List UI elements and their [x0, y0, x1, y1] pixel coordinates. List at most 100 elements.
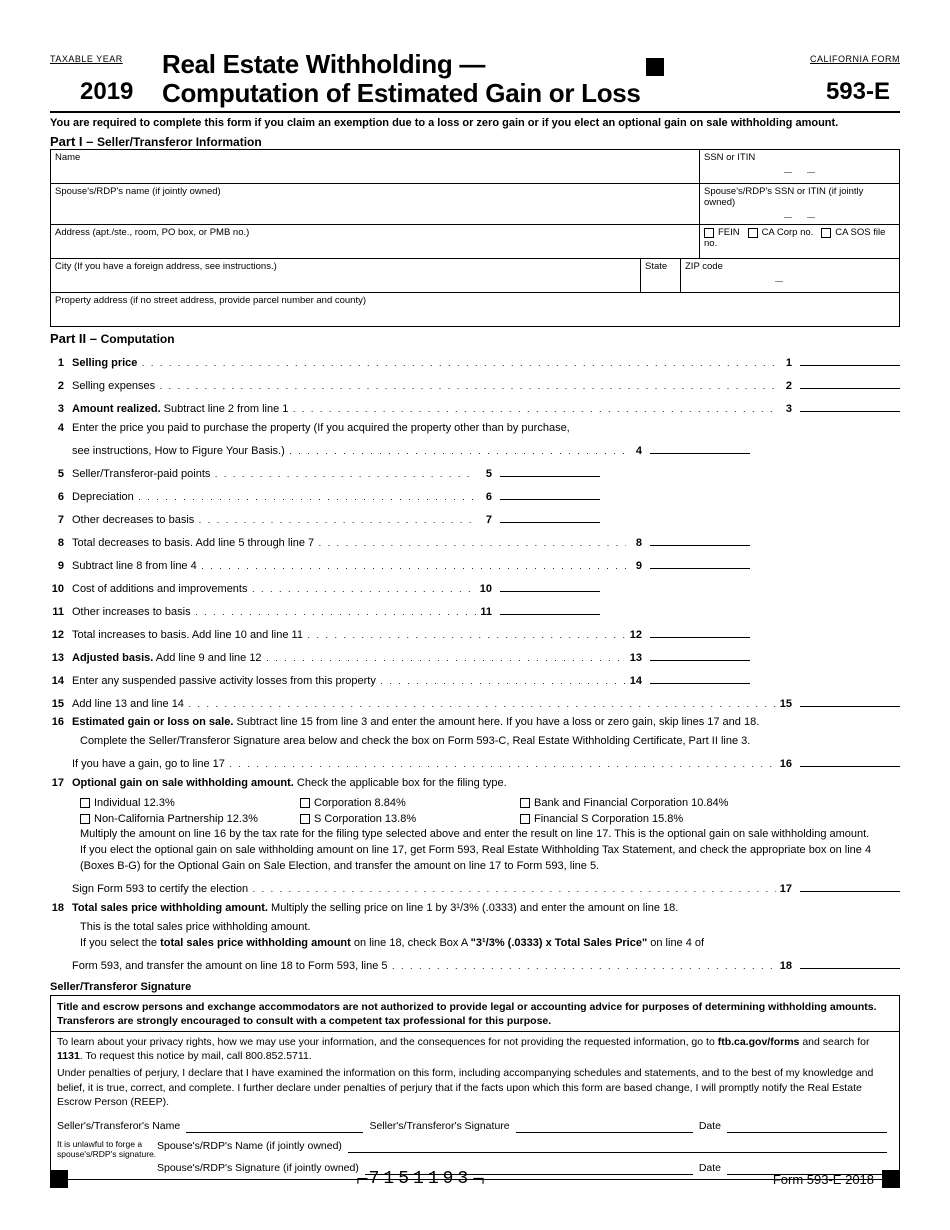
- line-num-16: 16: [50, 715, 72, 731]
- right-num: 1: [776, 356, 794, 372]
- seller-sig-input[interactable]: [516, 1121, 693, 1133]
- line-text: Cost of additions and improvements: [72, 582, 476, 598]
- filing-type-label: Corporation 8.84%: [314, 797, 406, 809]
- line-num: 12: [50, 628, 72, 644]
- name-field[interactable]: Name: [51, 150, 700, 184]
- line-text: Adjusted basis. Add line 9 and line 12: [72, 651, 626, 667]
- spouse-ssn-field[interactable]: Spouse's/RDP's SSN or ITIN (if jointly o…: [700, 184, 900, 225]
- filing-type-option: Bank and Financial Corporation 10.84%: [520, 797, 740, 809]
- line-18-amount[interactable]: [800, 955, 900, 969]
- amount-input[interactable]: [650, 670, 750, 684]
- filing-type-checkbox[interactable]: [300, 814, 310, 824]
- right-num: 12: [626, 628, 644, 644]
- state-label: State: [645, 261, 667, 272]
- line-num: 11: [50, 605, 72, 621]
- line-14: 14Enter any suspended passive activity l…: [50, 670, 750, 690]
- right-num: 10: [476, 582, 494, 598]
- footer-square-left-icon: [50, 1170, 68, 1188]
- spouse-name-field[interactable]: Spouse's/RDP's name (if jointly owned): [51, 184, 700, 225]
- fein-checkbox[interactable]: [704, 228, 714, 238]
- amount-input[interactable]: [650, 647, 750, 661]
- amount-input[interactable]: [650, 532, 750, 546]
- amount-input[interactable]: [800, 352, 900, 366]
- date-input-1[interactable]: [727, 1121, 887, 1133]
- city-field[interactable]: City (If you have a foreign address, see…: [51, 259, 641, 293]
- signature-header: Seller/Transferor Signature: [50, 981, 900, 993]
- seller-name-input[interactable]: [186, 1121, 363, 1133]
- intro-text: You are required to complete this form i…: [50, 116, 900, 130]
- right-num: 13: [626, 651, 644, 667]
- part1-header: Part I – Seller/Transferor Information: [50, 134, 900, 149]
- line-7: 7Other decreases to basis7: [50, 509, 600, 529]
- right-num: 5: [476, 467, 494, 483]
- amount-input[interactable]: [800, 693, 900, 707]
- footer-square-right-icon: [882, 1170, 900, 1188]
- amount-input[interactable]: [500, 578, 600, 592]
- property-address-field[interactable]: Property address (if no street address, …: [51, 293, 900, 327]
- line-text: see instructions, How to Figure Your Bas…: [72, 444, 626, 460]
- filing-type-checkbox[interactable]: [520, 814, 530, 824]
- ca-sos-checkbox[interactable]: [821, 228, 831, 238]
- line-17-rest: Check the applicable box for the filing …: [294, 777, 507, 789]
- amount-input[interactable]: [500, 463, 600, 477]
- date-label-1: Date: [699, 1119, 721, 1133]
- filing-type-checkbox[interactable]: [80, 814, 90, 824]
- bracket-right-icon: ¬: [472, 1166, 484, 1192]
- amount-input[interactable]: [500, 509, 600, 523]
- right-num: 11: [476, 605, 494, 621]
- amount-input[interactable]: [800, 375, 900, 389]
- spouse-name-row: Spouse's/RDP's Name (if jointly owned): [157, 1139, 893, 1153]
- line-6: 6Depreciation6: [50, 486, 600, 506]
- filing-type-option: Non-California Partnership 12.3%: [80, 813, 300, 825]
- line-4-a: 4Enter the price you paid to purchase th…: [50, 421, 900, 437]
- line-17-p4: Sign Form 593 to certify the election: [72, 883, 248, 895]
- spouse-name-input[interactable]: [348, 1141, 887, 1153]
- sig-p2: Under penalties of perjury, I declare th…: [57, 1066, 893, 1109]
- filing-type-label: Bank and Financial Corporation 10.84%: [534, 797, 728, 809]
- amount-input[interactable]: [500, 601, 600, 615]
- zip-field[interactable]: ZIP code: [681, 259, 900, 293]
- ssn-field[interactable]: SSN or ITIN: [700, 150, 900, 184]
- filing-type-checkbox[interactable]: [520, 798, 530, 808]
- line-16-amount[interactable]: [800, 753, 900, 767]
- title-block: Real Estate Withholding — Computation of…: [162, 50, 900, 107]
- amount-input[interactable]: [650, 624, 750, 638]
- amount-input[interactable]: [800, 398, 900, 412]
- ca-corp-checkbox[interactable]: [748, 228, 758, 238]
- seller-name-label: Seller's/Transferor's Name: [57, 1119, 180, 1133]
- line-text: Other increases to basis: [72, 605, 476, 621]
- filing-type-option: S Corporation 13.8%: [300, 813, 520, 825]
- line-17-amount[interactable]: [800, 878, 900, 892]
- right-num: 8: [626, 536, 644, 552]
- address-field[interactable]: Address (apt./ste., room, PO box, or PMB…: [51, 225, 700, 259]
- right-num: 9: [626, 559, 644, 575]
- line-17-p4-row: Sign Form 593 to certify the election 17: [50, 878, 900, 898]
- state-field[interactable]: State: [641, 259, 681, 293]
- line-num: 5: [50, 467, 72, 483]
- amount-input[interactable]: [500, 486, 600, 500]
- filing-type-checkbox[interactable]: [80, 798, 90, 808]
- header-rule: [50, 111, 900, 113]
- line-num: 1: [50, 356, 72, 372]
- form-number: 593-E: [826, 78, 890, 106]
- line-10: 10Cost of additions and improvements10: [50, 578, 600, 598]
- line-num: 7: [50, 513, 72, 529]
- fein-label: FEIN: [718, 227, 740, 238]
- amount-input[interactable]: [650, 555, 750, 569]
- line-text: Seller/Transferor-paid points: [72, 467, 476, 483]
- line-4-b: see instructions, How to Figure Your Bas…: [50, 440, 750, 460]
- filing-type-checkbox[interactable]: [300, 798, 310, 808]
- entity-id-field[interactable]: FEIN CA Corp no. CA SOS file no.: [700, 225, 900, 259]
- line-text: Selling price: [72, 356, 776, 372]
- line-16-sub1: Complete the Seller/Transferor Signature…: [80, 734, 900, 750]
- taxable-year-label: TAXABLE YEAR: [50, 54, 123, 64]
- line-num: 2: [50, 379, 72, 395]
- header-square-icon: [646, 58, 664, 76]
- amount-input[interactable]: [650, 440, 750, 454]
- line-15: 15Add line 13 and line 1415: [50, 693, 900, 713]
- part2-header: Part II – Computation: [50, 331, 900, 346]
- line-text: Depreciation: [72, 490, 476, 506]
- line-16: 16 Estimated gain or loss on sale. Subtr…: [50, 715, 900, 731]
- seller-info-table: Name SSN or ITIN Spouse's/RDP's name (if…: [50, 149, 900, 327]
- line-num-18: 18: [50, 901, 72, 917]
